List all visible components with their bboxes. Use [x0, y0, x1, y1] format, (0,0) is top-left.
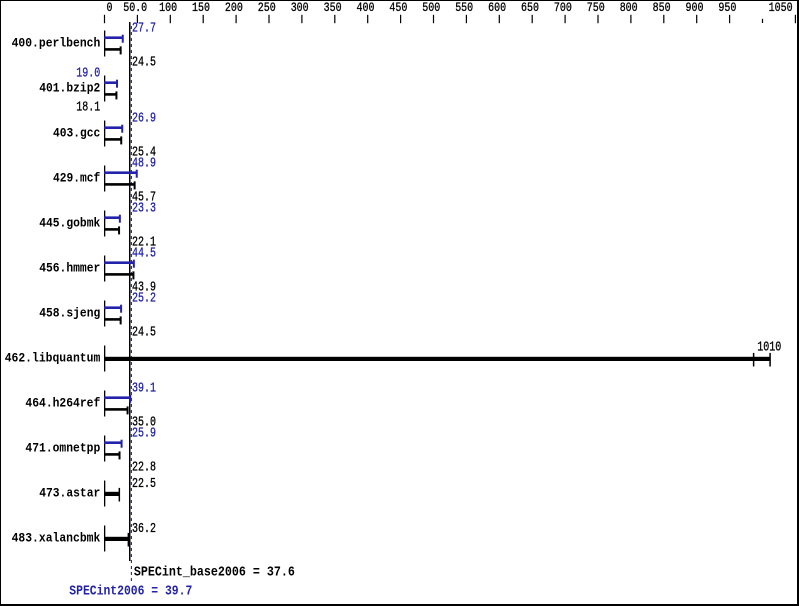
svg-text:26.9: 26.9 [132, 112, 156, 127]
svg-text:0: 0 [107, 1, 113, 15]
svg-text:401.bzip2: 401.bzip2 [39, 82, 100, 96]
svg-text:750: 750 [587, 1, 605, 15]
svg-text:429.mcf: 429.mcf [53, 172, 100, 186]
svg-text:23.3: 23.3 [132, 202, 156, 217]
svg-text:403.gcc: 403.gcc [53, 127, 100, 141]
svg-text:19.0: 19.0 [76, 67, 100, 82]
svg-text:650: 650 [521, 1, 539, 15]
svg-text:44.5: 44.5 [132, 247, 156, 262]
svg-text:39.1: 39.1 [132, 382, 156, 397]
svg-text:800: 800 [620, 1, 638, 15]
svg-text:700: 700 [554, 1, 572, 15]
svg-text:36.2: 36.2 [132, 522, 156, 537]
svg-text:300: 300 [291, 1, 309, 15]
svg-text:464.h264ref: 464.h264ref [25, 397, 100, 411]
svg-text:25.2: 25.2 [132, 292, 156, 307]
svg-text:22.8: 22.8 [132, 461, 156, 476]
svg-text:22.5: 22.5 [132, 477, 156, 492]
svg-text:250: 250 [258, 1, 276, 15]
svg-text:25.4: 25.4 [132, 146, 156, 161]
svg-text:850: 850 [653, 1, 671, 15]
svg-text:458.sjeng: 458.sjeng [39, 307, 100, 321]
svg-text:150: 150 [192, 1, 210, 15]
svg-text:450: 450 [389, 1, 407, 15]
svg-text:1010: 1010 [757, 341, 781, 356]
svg-text:1050: 1050 [769, 1, 793, 15]
svg-text:600: 600 [488, 1, 506, 15]
svg-text:50.0: 50.0 [123, 1, 147, 15]
svg-text:22.1: 22.1 [132, 236, 156, 251]
svg-text:SPECint_base2006 = 37.6: SPECint_base2006 = 37.6 [134, 565, 295, 581]
svg-text:471.omnetpp: 471.omnetpp [25, 442, 100, 456]
svg-text:483.xalancbmk: 483.xalancbmk [12, 532, 101, 546]
svg-text:456.hmmer: 456.hmmer [39, 262, 100, 276]
svg-text:24.5: 24.5 [132, 326, 156, 341]
svg-text:462.libquantum: 462.libquantum [5, 352, 101, 366]
svg-text:100: 100 [159, 1, 177, 15]
svg-text:500: 500 [422, 1, 440, 15]
svg-text:350: 350 [324, 1, 342, 15]
svg-text:27.7: 27.7 [132, 22, 156, 37]
svg-text:18.1: 18.1 [76, 101, 100, 116]
svg-text:45.7: 45.7 [132, 191, 156, 206]
svg-text:24.5: 24.5 [132, 56, 156, 71]
svg-text:473.astar: 473.astar [39, 487, 100, 501]
svg-text:400.perlbench: 400.perlbench [12, 37, 101, 51]
svg-text:48.9: 48.9 [132, 157, 156, 172]
svg-text:43.9: 43.9 [132, 281, 156, 296]
svg-text:550: 550 [455, 1, 473, 15]
svg-text:35.0: 35.0 [132, 416, 156, 431]
svg-text:200: 200 [225, 1, 243, 15]
svg-text:445.gobmk: 445.gobmk [39, 217, 101, 231]
svg-text:950: 950 [718, 1, 736, 15]
svg-text:900: 900 [686, 1, 704, 15]
svg-text:SPECint2006 = 39.7: SPECint2006 = 39.7 [69, 584, 192, 600]
svg-text:25.9: 25.9 [132, 427, 156, 442]
svg-text:400: 400 [357, 1, 375, 15]
